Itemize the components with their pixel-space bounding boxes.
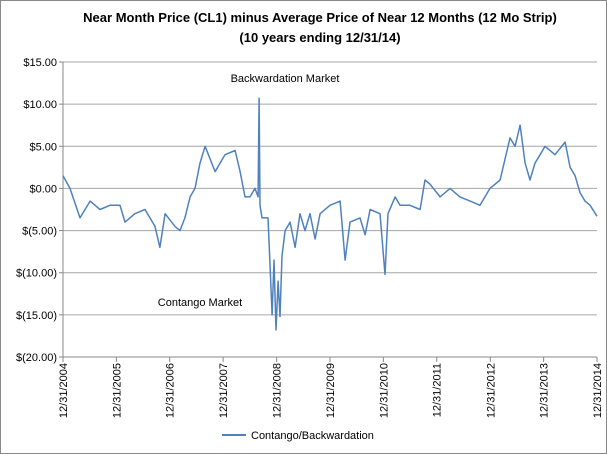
x-tick-label: 12/31/2005 xyxy=(111,363,123,418)
y-tick-label: $(10.00) xyxy=(16,268,57,280)
x-tick-label: 12/31/2011 xyxy=(432,363,444,417)
annotation: Contango Market xyxy=(158,297,242,309)
x-tick-label: 12/31/2013 xyxy=(539,363,551,418)
y-tick-label: $5.00 xyxy=(29,141,57,153)
y-tick-label: $(20.00) xyxy=(16,352,57,364)
y-tick-label: $15.00 xyxy=(23,57,57,69)
x-tick-label: 12/31/2004 xyxy=(58,363,70,418)
x-tick-label: 12/31/2007 xyxy=(218,363,230,418)
x-tick-label: 12/31/2008 xyxy=(272,363,284,418)
x-tick-label: 12/31/2014 xyxy=(592,363,604,418)
y-tick-label: $(5.00) xyxy=(22,226,57,238)
chart-title: Near Month Price (CL1) minus Average Pri… xyxy=(83,10,557,25)
x-tick-label: 12/31/2012 xyxy=(485,363,497,418)
y-tick-label: $10.00 xyxy=(23,99,57,111)
y-tick-label: $(15.00) xyxy=(16,310,57,322)
y-tick-label: $0.00 xyxy=(29,183,57,195)
x-tick-label: 12/31/2009 xyxy=(325,363,337,418)
chart-subtitle: (10 years ending 12/31/14) xyxy=(239,30,400,45)
data-line xyxy=(62,97,598,331)
x-tick-label: 12/31/2006 xyxy=(165,363,177,418)
x-tick-label: 12/31/2010 xyxy=(378,363,390,418)
legend-label: Contango/Backwardation xyxy=(251,430,374,442)
annotation: Backwardation Market xyxy=(231,73,340,85)
